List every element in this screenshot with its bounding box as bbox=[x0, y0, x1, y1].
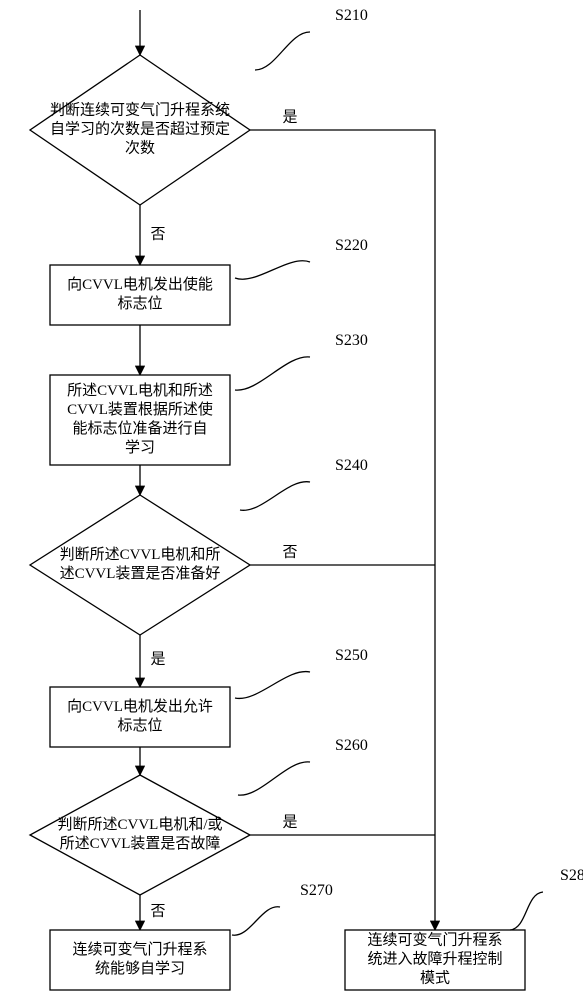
leader-line bbox=[238, 762, 310, 795]
leader-line bbox=[255, 32, 310, 70]
node-text: 判断连续可变气门升程系统 bbox=[50, 101, 230, 118]
leader-line bbox=[235, 672, 310, 699]
step-label: S280 bbox=[560, 867, 583, 884]
edge-label: 是 bbox=[282, 109, 297, 125]
node-text: 连续可变气门升程系 bbox=[367, 931, 502, 948]
edge-label: 是 bbox=[150, 651, 165, 667]
leader-line bbox=[235, 357, 310, 390]
node-text: 向CVVL电机发出使能 bbox=[67, 276, 213, 293]
leader-line bbox=[240, 482, 310, 511]
node-text: 连续可变气门升程系 bbox=[72, 941, 207, 958]
node-text: CVVL装置根据所述使 bbox=[67, 401, 213, 418]
step-label: S260 bbox=[335, 737, 368, 754]
node-text: 标志位 bbox=[117, 717, 162, 734]
node-text: 学习 bbox=[125, 439, 155, 456]
step-label: S230 bbox=[335, 332, 368, 349]
node-text: 所述CVVL装置是否故障 bbox=[60, 834, 221, 852]
leader-line bbox=[235, 261, 310, 279]
node-text: 能标志位准备进行自 bbox=[72, 420, 207, 437]
step-label: S240 bbox=[335, 457, 368, 474]
node-text: 统进入故障升程控制 bbox=[367, 949, 502, 967]
edge-label: 否 bbox=[282, 544, 297, 560]
step-label: S220 bbox=[335, 237, 368, 254]
node-text: 标志位 bbox=[117, 295, 162, 312]
node-text: 判断所述CVVL电机和所 bbox=[60, 546, 221, 563]
step-label: S210 bbox=[335, 7, 368, 24]
step-label: S250 bbox=[335, 647, 368, 664]
node-text: 所述CVVL电机和所述 bbox=[67, 382, 213, 399]
step-label: S270 bbox=[300, 882, 333, 899]
node-text: 统能够自学习 bbox=[95, 960, 185, 977]
edge-label: 否 bbox=[150, 903, 165, 919]
edge-label: 是 bbox=[282, 814, 297, 830]
node-text: 模式 bbox=[420, 969, 450, 986]
leader-line bbox=[510, 892, 543, 930]
edge-label: 否 bbox=[150, 226, 165, 242]
node-text: 判断所述CVVL电机和/或 bbox=[57, 816, 222, 833]
node-text: 自学习的次数是否超过预定 bbox=[50, 120, 230, 137]
node-text: 向CVVL电机发出允许 bbox=[67, 698, 213, 715]
leader-line bbox=[232, 907, 280, 935]
node-text: 述CVVL装置是否准备好 bbox=[60, 565, 221, 582]
node-text: 次数 bbox=[125, 139, 155, 156]
